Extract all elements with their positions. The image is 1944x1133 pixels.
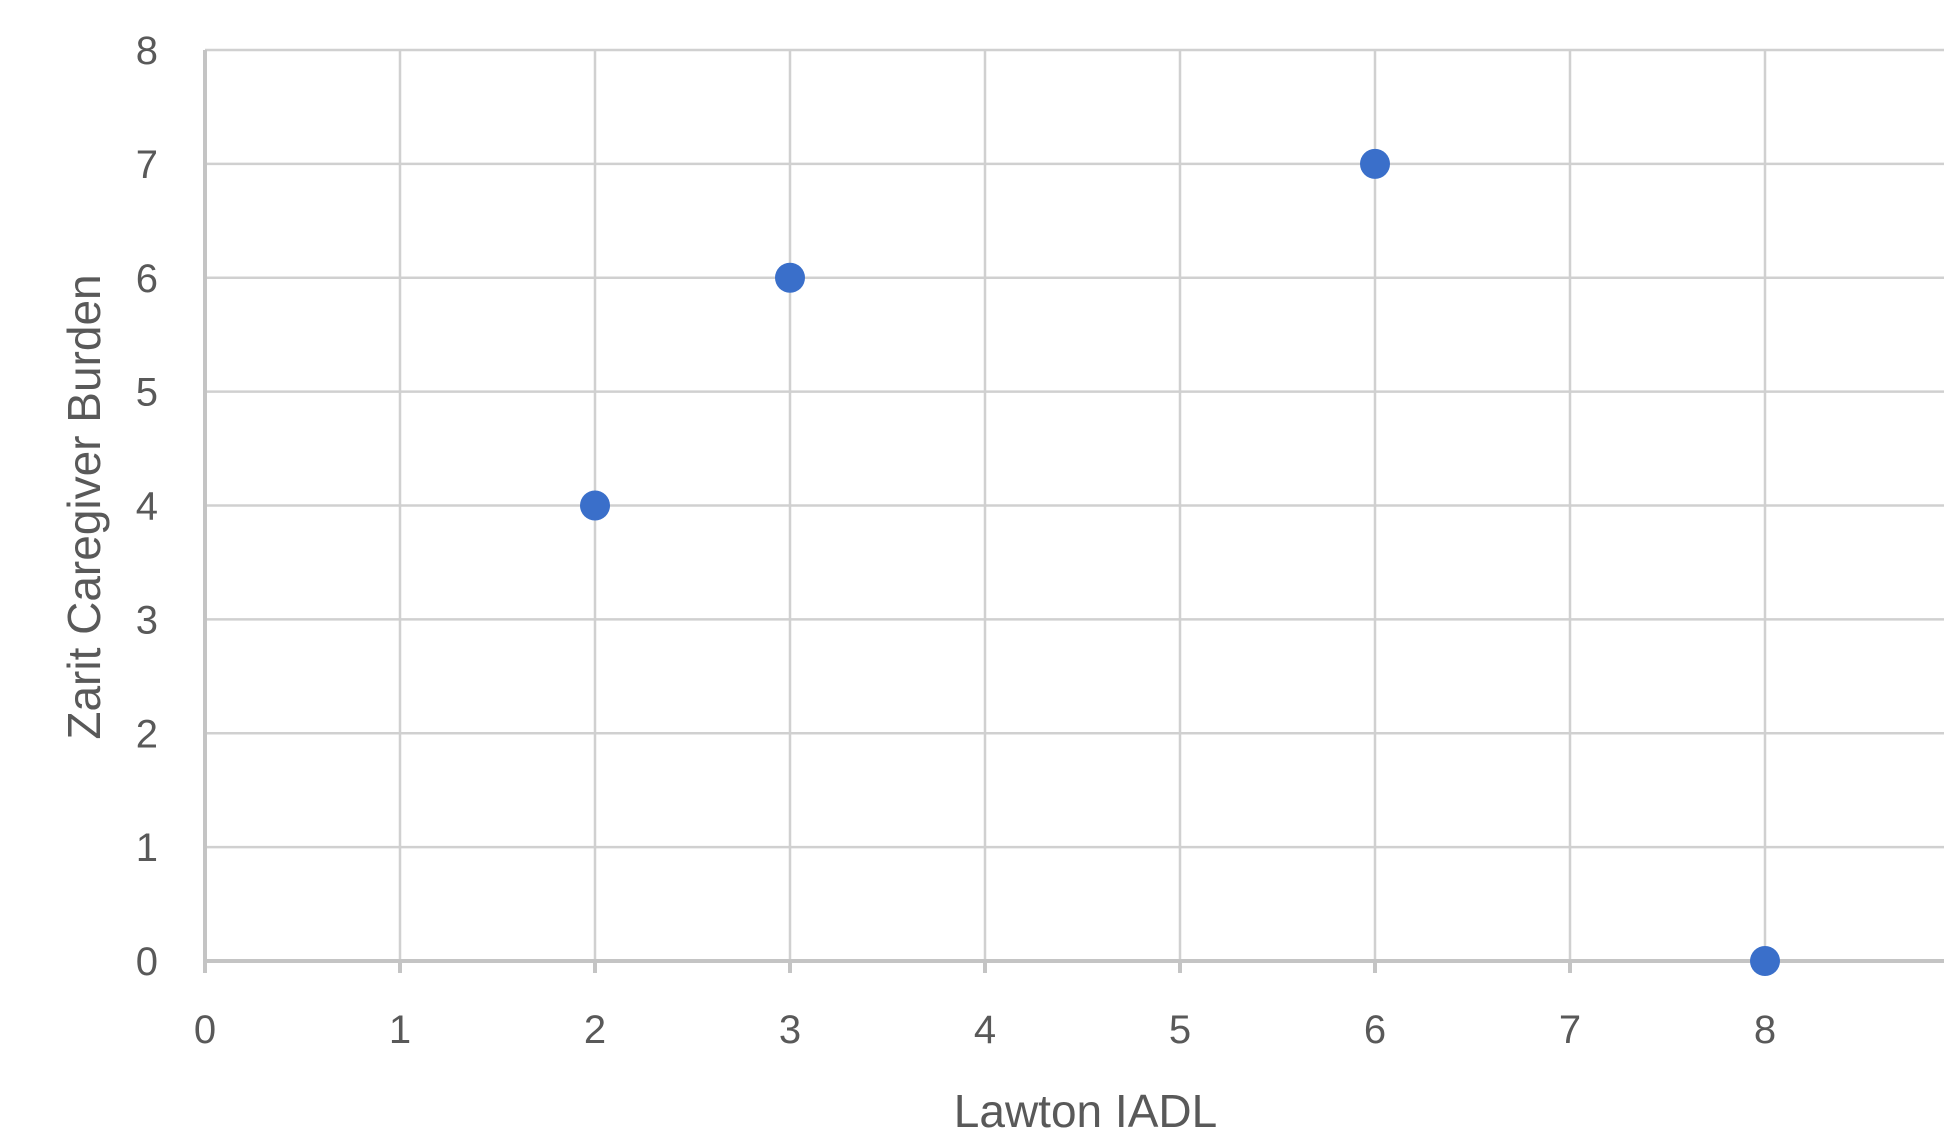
x-tick-label: 0 (194, 1008, 216, 1052)
y-tick-label: 5 (136, 371, 158, 415)
y-axis-title: Zarit Caregiver Burden (58, 274, 110, 739)
x-tick-label: 3 (779, 1008, 801, 1052)
y-tick-label: 3 (136, 598, 158, 642)
tick-labels: 0 1 2 3 4 5 6 7 8 0 1 2 3 4 5 6 7 8 (136, 29, 1776, 1052)
x-tick-label: 2 (584, 1008, 606, 1052)
x-tick-label: 7 (1559, 1008, 1581, 1052)
data-point (580, 490, 610, 521)
data-point (1360, 148, 1390, 179)
data-point (775, 262, 805, 293)
y-tick-label: 8 (136, 29, 158, 73)
x-tick-label: 6 (1364, 1008, 1386, 1052)
y-tick-label: 2 (136, 712, 158, 756)
x-tick-label: 5 (1169, 1008, 1191, 1052)
gridlines (205, 48, 1944, 961)
x-axis-title: Lawton IADL (954, 1085, 1217, 1133)
data-point (1750, 946, 1780, 976)
y-tick-label: 4 (136, 485, 158, 529)
x-tick-label: 1 (389, 1008, 411, 1052)
axes (203, 50, 1944, 973)
y-tick-label: 7 (136, 143, 158, 187)
y-tick-label: 1 (136, 826, 158, 870)
y-tick-label: 0 (136, 940, 158, 984)
y-tick-label: 6 (136, 257, 158, 301)
x-tick-label: 4 (974, 1008, 996, 1052)
x-tick-label: 8 (1754, 1008, 1776, 1052)
data-points (580, 148, 1780, 976)
